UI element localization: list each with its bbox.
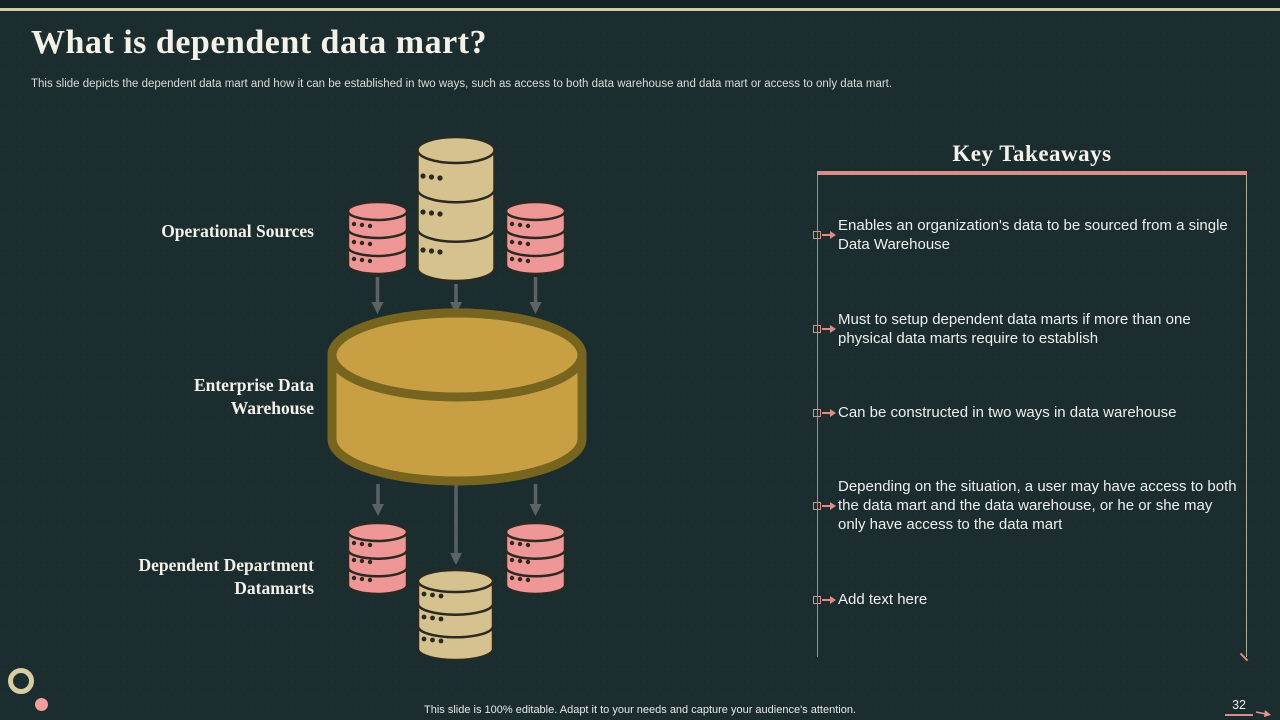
takeaway-item: Can be constructed in two ways in data w… xyxy=(813,403,1247,422)
database-icon xyxy=(416,568,495,662)
key-takeaways-title: Key Takeaways xyxy=(952,141,1112,166)
takeaway-item: Depending on the situation, a user may h… xyxy=(813,477,1247,534)
database-icon xyxy=(416,135,496,283)
takeaway-text: Add text here xyxy=(838,591,928,608)
takeaway-item: Add text here xyxy=(813,590,1247,609)
square-arrow-right-icon xyxy=(813,595,836,604)
cylinder-icon xyxy=(327,308,587,486)
database-icon xyxy=(504,200,567,276)
takeaways-right-rule xyxy=(1246,175,1247,657)
arrow-down-icon xyxy=(372,484,542,565)
takeaway-text: Depending on the situation, a user may h… xyxy=(838,478,1237,533)
database-icon xyxy=(346,521,409,596)
label-dependent-department-datamarts: Dependent Department Datamarts xyxy=(138,555,314,598)
page-title: What is dependent data mart? xyxy=(31,24,488,61)
key-takeaways-panel: Key Takeaways Enables an organization's … xyxy=(813,141,1249,662)
arrow-right-icon xyxy=(1255,710,1271,717)
page-number: 32 xyxy=(1225,698,1253,716)
takeaway-item: Enables an organization's data to be sou… xyxy=(813,216,1247,254)
dot-icon xyxy=(35,698,48,711)
footer-note: This slide is 100% editable. Adapt it to… xyxy=(424,704,856,716)
arrow-down-icon xyxy=(371,277,542,314)
ring-icon xyxy=(8,668,34,694)
database-icon xyxy=(504,521,567,596)
label-enterprise-data-warehouse: Enterprise Data Warehouse xyxy=(193,375,314,418)
label-operational-sources: Operational Sources xyxy=(161,221,314,241)
square-arrow-right-icon xyxy=(813,231,836,239)
square-arrow-right-icon xyxy=(813,325,836,333)
takeaway-text: Can be constructed in two ways in data w… xyxy=(838,404,1177,421)
takeaway-item: Must to setup dependent data marts if mo… xyxy=(813,310,1247,348)
takeaway-text: Must to setup dependent data marts if mo… xyxy=(838,311,1191,347)
slide-subtitle: This slide depicts the dependent data ma… xyxy=(31,78,893,90)
top-strip xyxy=(0,0,1280,8)
accent-line xyxy=(0,8,1280,11)
database-icon xyxy=(346,200,409,276)
takeaway-text: Enables an organization's data to be sou… xyxy=(838,217,1228,253)
square-arrow-right-icon xyxy=(813,501,836,510)
takeaways-divider xyxy=(817,171,1247,175)
square-arrow-right-icon xyxy=(813,408,836,417)
